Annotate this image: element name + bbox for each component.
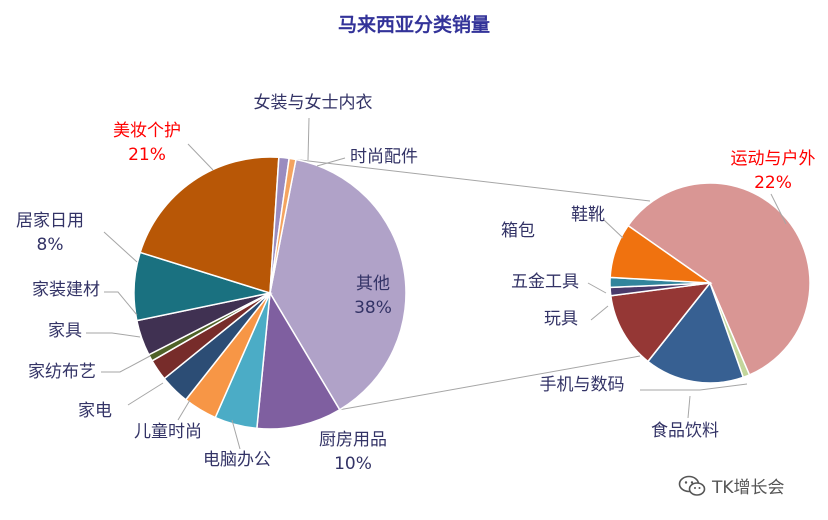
main-label-女装与女士内衣: 女装与女士内衣	[254, 93, 373, 113]
main-value-居家日用: 8%	[37, 235, 64, 255]
main-label-儿童时尚: 儿童时尚	[134, 422, 202, 442]
secondary-leader-手机与数码	[640, 383, 748, 391]
main-slice-其他	[269, 158, 407, 411]
main-slice-时尚配件	[269, 157, 297, 294]
wechat-icon	[678, 475, 706, 496]
secondary-leader-五金工具	[587, 282, 607, 294]
main-value-美妆个护: 21%	[128, 145, 166, 165]
secondary-leader-食品饮料	[687, 395, 691, 419]
main-leader-家装建材	[104, 291, 138, 316]
main-label-居家日用: 居家日用	[16, 211, 84, 231]
secondary-label-食品饮料: 食品饮料	[651, 421, 719, 441]
secondary-label-玩具: 玩具	[544, 309, 578, 329]
watermark-text: TK增长会	[712, 478, 785, 498]
main-label-家装建材: 家装建材	[32, 280, 100, 300]
secondary-value-运动与户外: 22%	[754, 173, 792, 193]
chart-title: 马来西亚分类销量	[338, 13, 490, 36]
main-label-家纺布艺: 家纺布艺	[28, 362, 96, 382]
main-slice-厨房用品	[256, 290, 341, 430]
secondary-label-手机与数码: 手机与数码	[540, 375, 625, 395]
main-leader-家纺布艺	[101, 355, 151, 373]
main-slice-美妆个护	[139, 156, 280, 295]
secondary-slice-slice-7	[609, 224, 713, 284]
main-label-家具: 家具	[48, 321, 82, 341]
main-leader-家具	[86, 332, 141, 338]
leader-lines	[86, 117, 787, 450]
secondary-leader-鞋靴	[603, 219, 624, 239]
main-label-电脑办公: 电脑办公	[203, 450, 271, 470]
secondary-label-五金工具: 五金工具	[511, 272, 579, 292]
secondary-label-运动与户外: 运动与户外	[731, 149, 816, 169]
main-label-家电: 家电	[78, 401, 112, 421]
secondary-slice-食品饮料	[646, 281, 745, 384]
main-value-其他: 38%	[354, 298, 392, 318]
connector-lines	[295, 159, 651, 411]
connector-line-bottom	[339, 355, 641, 411]
main-leader-女装与女士内衣	[307, 117, 310, 161]
main-leader-儿童时尚	[177, 399, 191, 421]
secondary-label-箱包: 箱包	[501, 221, 535, 241]
watermark: TK增长会	[678, 473, 785, 498]
secondary-label-鞋靴: 鞋靴	[571, 205, 605, 225]
secondary-slice-运动与户外	[627, 182, 811, 376]
main-leader-居家日用	[103, 231, 138, 263]
main-leader-美妆个护	[187, 143, 214, 171]
main-label-其他: 其他	[356, 274, 390, 294]
main-pie	[133, 156, 407, 430]
secondary-leader-玩具	[590, 305, 609, 321]
secondary-pie	[609, 182, 811, 384]
secondary-leader-运动与户外	[770, 193, 787, 225]
main-leader-电脑办公	[231, 419, 241, 450]
secondary-slice-玩具	[609, 282, 712, 363]
connector-line-top	[295, 159, 651, 202]
main-value-厨房用品: 10%	[334, 454, 372, 474]
main-label-时尚配件: 时尚配件	[350, 147, 418, 167]
main-label-厨房用品: 厨房用品	[319, 430, 387, 450]
main-leader-时尚配件	[316, 157, 346, 167]
main-label-美妆个护: 美妆个护	[113, 121, 181, 141]
main-leader-家电	[127, 382, 164, 406]
